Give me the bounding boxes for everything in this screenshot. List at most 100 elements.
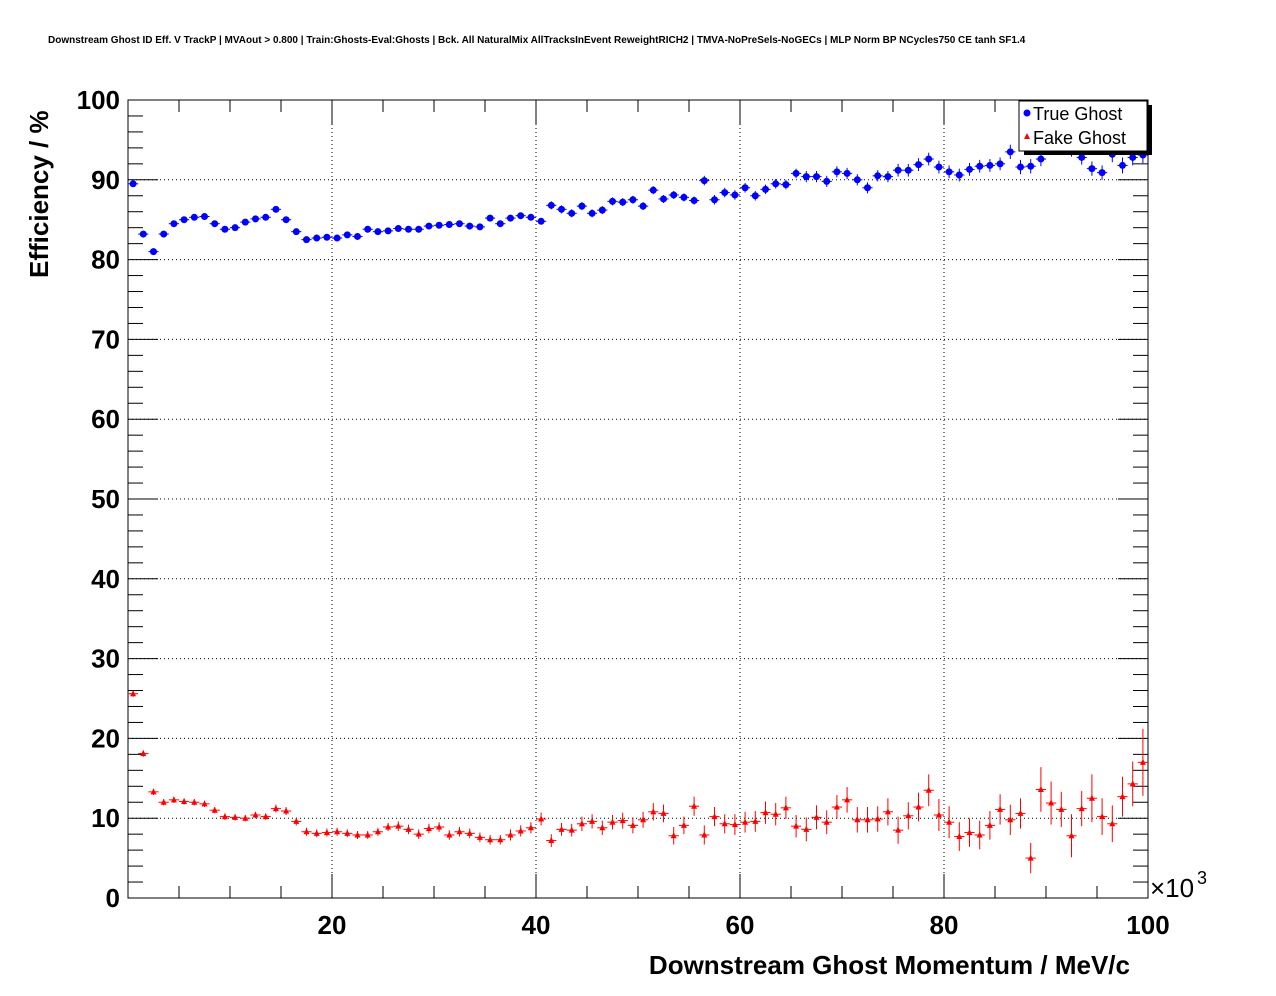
data-point (1048, 799, 1055, 806)
data-point (711, 196, 718, 204)
data-point (660, 195, 667, 203)
data-point (221, 813, 228, 820)
legend-marker-fake-ghost (1024, 133, 1030, 139)
data-point (680, 193, 688, 201)
data-point (262, 813, 269, 820)
data-point (1119, 161, 1126, 169)
data-point (1007, 816, 1014, 823)
data-point (415, 830, 422, 837)
data-point (792, 169, 800, 177)
data-point (415, 225, 423, 233)
data-point (364, 831, 371, 838)
data-point (650, 808, 657, 815)
data-point (476, 223, 484, 231)
data-point (496, 220, 504, 228)
data-point (211, 806, 218, 813)
data-point (853, 176, 861, 184)
data-point (986, 161, 994, 169)
data-point (731, 191, 739, 199)
data-point (956, 833, 963, 840)
data-point (313, 829, 320, 836)
data-point (323, 233, 331, 241)
data-point (139, 230, 147, 238)
data-point (354, 831, 361, 838)
series-fake-ghost (128, 690, 1148, 874)
data-point (823, 818, 830, 825)
data-point (466, 829, 473, 836)
data-point (1129, 153, 1137, 161)
x-tick-label: 40 (522, 910, 551, 940)
data-point (558, 205, 565, 213)
data-point (884, 173, 892, 181)
data-point (894, 166, 902, 174)
data-point (548, 837, 555, 844)
data-point (568, 209, 576, 217)
data-point (945, 168, 953, 176)
data-point (599, 824, 606, 831)
legend-label-fake-ghost: Fake Ghost (1033, 128, 1126, 148)
data-point (691, 802, 698, 809)
data-point (782, 804, 789, 811)
data-point (752, 817, 759, 824)
data-point (741, 184, 749, 192)
data-point (394, 224, 402, 232)
data-point (895, 826, 902, 833)
data-point (272, 205, 280, 213)
y-tick-label: 40 (91, 564, 120, 594)
data-point (333, 234, 341, 242)
data-point (589, 817, 596, 824)
data-point (782, 181, 790, 189)
data-point (395, 822, 402, 829)
data-point (1078, 153, 1086, 161)
y-tick-label: 10 (91, 803, 120, 833)
data-point (843, 169, 851, 177)
data-point (803, 825, 810, 832)
data-point (558, 825, 565, 832)
data-point (915, 161, 922, 169)
data-point (976, 162, 984, 170)
data-point (793, 822, 800, 829)
data-point (282, 216, 290, 224)
y-tick-label: 100 (77, 85, 120, 115)
data-point (609, 818, 616, 825)
data-point (833, 168, 841, 176)
data-point (445, 220, 453, 228)
data-point (344, 829, 351, 836)
data-point (446, 831, 453, 838)
data-point (619, 817, 626, 824)
data-point (772, 810, 779, 817)
x-axis-label: Downstream Ghost Momentum / MeV/c (649, 950, 1130, 980)
data-point (466, 222, 474, 230)
data-point (374, 228, 382, 236)
x-tick-label: 20 (318, 910, 347, 940)
data-point (211, 220, 219, 228)
x-tick-label: 80 (930, 910, 959, 940)
data-point (507, 214, 514, 222)
data-point (323, 829, 330, 836)
data-point (374, 828, 381, 835)
data-point (609, 197, 616, 205)
chart-title: Downstream Ghost ID Eff. V TrackP | MVAo… (48, 35, 1026, 46)
data-point (874, 815, 881, 822)
data-point (303, 828, 310, 835)
data-point (996, 160, 1004, 168)
data-point (1017, 809, 1024, 816)
data-point (252, 215, 259, 223)
data-point (1058, 805, 1065, 812)
data-point (191, 798, 198, 805)
data-point (904, 166, 912, 174)
data-point (721, 189, 729, 197)
data-point (946, 818, 953, 825)
data-point (864, 816, 871, 823)
data-point (670, 832, 677, 839)
data-point (486, 214, 494, 222)
data-point (537, 217, 545, 225)
data-point (547, 201, 555, 209)
data-point (966, 165, 973, 173)
data-point (997, 805, 1004, 812)
data-point (742, 818, 749, 825)
data-point (1139, 758, 1146, 765)
data-point (1088, 165, 1096, 173)
y-tick-label: 0 (106, 883, 120, 913)
